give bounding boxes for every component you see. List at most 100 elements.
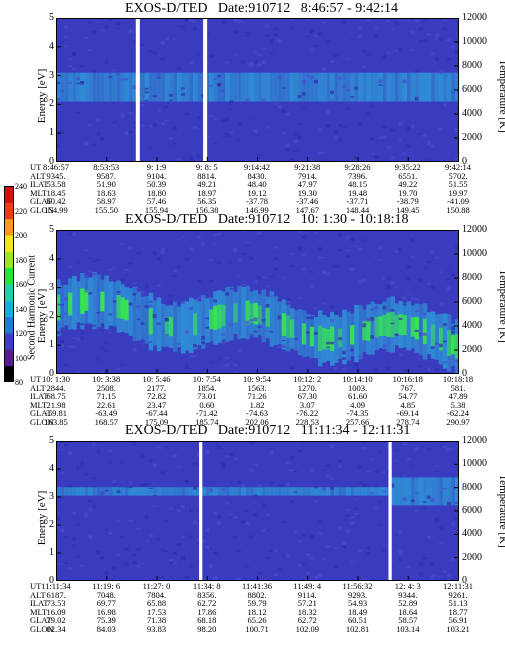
spectrogram-noise [374, 299, 379, 302]
spectrogram-noise [430, 286, 435, 289]
spectrogram-noise [269, 42, 274, 44]
spectrogram-noise [56, 98, 61, 101]
data-gap [135, 18, 140, 162]
spectrogram-band-cell [124, 72, 130, 102]
spectrogram-noise [188, 61, 194, 65]
spectrogram-noise [180, 536, 185, 539]
spectrogram-noise [273, 246, 278, 249]
spectrogram-noise [120, 78, 125, 81]
spectrogram-noise [398, 550, 403, 555]
spectrogram-noise [334, 311, 339, 316]
spectrogram-noise [120, 115, 125, 118]
spectrogram-noise [104, 60, 109, 65]
spectrogram-noise [297, 95, 302, 99]
spectrogram-noise [193, 520, 198, 525]
spectrogram-noise [72, 51, 77, 55]
colorbar-tick-label: 220 [15, 206, 27, 216]
spectrogram-band-cell [430, 477, 436, 506]
spectrogram-peak-cell [221, 304, 226, 327]
spectrogram-noise [378, 301, 383, 303]
spectrogram-noise [96, 311, 101, 314]
ephemeris-value-mlt: 19.30 [297, 187, 317, 198]
spectrogram-noise [406, 293, 411, 295]
spectrogram-noise [76, 261, 81, 264]
ephemeris-value-ilat: 54.93 [347, 598, 368, 609]
spectrogram-noise [442, 340, 447, 343]
spectrogram-noise [56, 563, 61, 565]
spectrogram-noise [120, 480, 125, 483]
spectrogram-band-cell [184, 72, 190, 102]
spectrogram-noise [144, 87, 149, 90]
spectrogram-noise [330, 90, 335, 95]
spectrogram-band-cell [317, 72, 323, 102]
spectrogram-peak-cell [390, 311, 396, 338]
spectrogram-noise [422, 133, 427, 138]
spectrogram-noise [225, 363, 230, 368]
spectrogram-noise [442, 487, 447, 490]
spectrogram-noise [237, 349, 242, 352]
spectrogram-noise [245, 99, 250, 103]
spectrogram-band-cell [160, 487, 166, 496]
spectrogram-noise [438, 302, 443, 306]
ephemeris-value-glat: -74.35 [346, 408, 369, 419]
spectrogram-band-cell [205, 298, 210, 343]
spectrogram-noise [438, 271, 443, 274]
spectrogram-noise [241, 19, 246, 21]
spectrogram-band-cell [414, 477, 420, 506]
spectrogram-band-cell [277, 301, 283, 345]
colorbar-segment [4, 251, 14, 269]
spectrogram-noise [80, 330, 85, 334]
spectrogram-noise [342, 126, 347, 129]
ephemeris-value-glon: 202.06 [245, 416, 269, 427]
spectrogram-noise [305, 553, 310, 556]
spectrogram-noise [321, 270, 327, 275]
spectrogram-band-cell [261, 289, 267, 343]
ephemeris-value-glat: -37.46 [296, 196, 319, 207]
spectrogram-noise [76, 112, 81, 114]
spectrogram-peak-cell [217, 304, 222, 329]
spectrogram-noise [350, 267, 355, 272]
spectrogram-noise [100, 330, 105, 332]
colorbar-segment [4, 218, 14, 236]
spectrogram-noise [382, 55, 387, 59]
spectrogram-noise [454, 517, 459, 521]
spectrogram-noise [64, 35, 69, 38]
spectrogram-noise [132, 554, 137, 557]
spectrogram-noise [362, 483, 367, 488]
spectrogram-noise [382, 344, 387, 348]
spectrogram-band-cell [402, 477, 408, 506]
spectrogram-noise [378, 524, 383, 526]
spectrogram-noise [205, 449, 210, 454]
ephemeris-value-alt: 7914. [297, 170, 317, 181]
spectrogram-noise [221, 365, 226, 367]
spectrogram-noise [293, 139, 298, 144]
spectrogram-noise [249, 319, 254, 322]
spectrogram-noise [249, 442, 254, 446]
spectrogram-noise [104, 350, 109, 352]
spectrogram-band-cell [334, 487, 339, 496]
spectrogram-noise [346, 236, 351, 240]
spectrogram-noise [237, 550, 242, 552]
spectrogram-noise [225, 501, 230, 505]
spectrogram-noise [273, 267, 278, 271]
spectrogram-peak-cell [100, 291, 105, 312]
ephemeris-row-label: GLON [30, 416, 54, 427]
spectrogram-peak-cell [394, 314, 400, 334]
spectrogram-noise [289, 26, 294, 30]
colorbar-tick-label: 140 [15, 304, 27, 314]
panel-2-row-labels: UT ALT ILAT MLT GLAT GLON [30, 375, 58, 427]
spectrogram-noise [176, 158, 181, 162]
spectrogram-noise [168, 507, 173, 510]
ephemeris-value-alt: 1003. [347, 382, 368, 393]
spectrogram-noise [60, 471, 65, 475]
energy-tick-label: 4 [49, 40, 54, 52]
spectrogram-noise [450, 557, 455, 561]
ephemeris-value-alt: 9344. [398, 589, 418, 600]
spectrogram-noise [438, 542, 443, 544]
spectrogram-band-cell [426, 477, 432, 506]
spectrogram-noise [354, 86, 359, 90]
spectrogram-band-cell [422, 72, 428, 102]
spectrogram-noise [326, 341, 331, 345]
spectrogram-noise [374, 155, 379, 160]
spectrogram-noise [450, 273, 455, 277]
